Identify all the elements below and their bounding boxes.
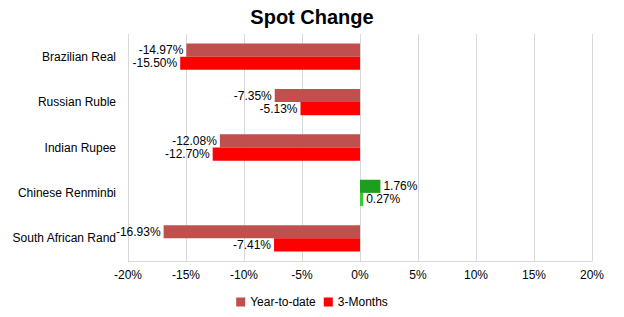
svg-text:-10%: -10% — [230, 268, 258, 282]
svg-text:-15%: -15% — [172, 268, 200, 282]
svg-text:3-Months: 3-Months — [338, 295, 388, 309]
svg-text:Chinese Renminbi: Chinese Renminbi — [18, 186, 116, 200]
svg-text:20%: 20% — [580, 268, 604, 282]
svg-text:Year-to-date: Year-to-date — [250, 295, 316, 309]
svg-text:-12.08%: -12.08% — [172, 134, 217, 148]
svg-text:South African Rand: South African Rand — [13, 231, 116, 245]
svg-text:-5.13%: -5.13% — [259, 102, 297, 116]
svg-text:-14.97%: -14.97% — [139, 43, 184, 57]
svg-text:10%: 10% — [464, 268, 488, 282]
svg-text:-12.70%: -12.70% — [165, 147, 210, 161]
svg-text:Brazilian Real: Brazilian Real — [42, 50, 116, 64]
svg-text:-7.41%: -7.41% — [233, 238, 271, 252]
svg-text:15%: 15% — [522, 268, 546, 282]
svg-text:Spot Change: Spot Change — [250, 6, 373, 28]
svg-text:-7.35%: -7.35% — [234, 89, 272, 103]
svg-text:-5%: -5% — [291, 268, 313, 282]
svg-text:1.76%: 1.76% — [383, 179, 417, 193]
svg-text:0%: 0% — [351, 268, 369, 282]
svg-text:-16.93%: -16.93% — [116, 225, 161, 239]
svg-text:5%: 5% — [409, 268, 427, 282]
svg-text:-20%: -20% — [114, 268, 142, 282]
svg-text:Russian Ruble: Russian Ruble — [38, 95, 116, 109]
svg-text:Indian Rupee: Indian Rupee — [45, 141, 117, 155]
svg-text:-15.50%: -15.50% — [132, 56, 177, 70]
svg-text:0.27%: 0.27% — [366, 192, 400, 206]
